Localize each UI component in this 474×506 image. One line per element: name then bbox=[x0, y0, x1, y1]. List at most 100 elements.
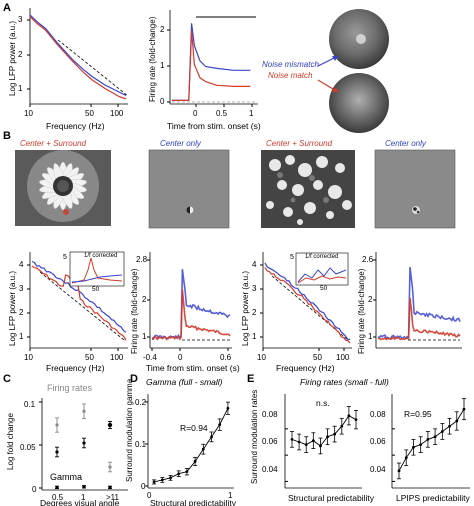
a-lfp-xtick: 100 bbox=[110, 109, 124, 118]
b-lfp1-xtick: 100 bbox=[110, 353, 124, 362]
d-point bbox=[152, 480, 156, 484]
a-lfp-ytick: 2 bbox=[18, 50, 23, 59]
a-fr-xtick: 0 bbox=[193, 109, 198, 118]
b-lfp2-ytick: 4 bbox=[252, 260, 257, 269]
b-inset1-label: 1/f corrected bbox=[84, 253, 118, 259]
d-point bbox=[160, 478, 164, 482]
e1-plot-point bbox=[290, 437, 294, 441]
b-fr1-ylabel: Firing rate (fold-change) bbox=[130, 268, 139, 354]
e1-plot bbox=[284, 394, 362, 489]
b-lfp2-ytick: 1 bbox=[252, 332, 257, 341]
e-title: Firing rates (small - full) bbox=[300, 377, 389, 387]
c-point bbox=[82, 441, 86, 445]
e1-plot-point bbox=[333, 432, 337, 436]
panel-letter-d: D bbox=[130, 373, 138, 385]
b-title-center-surround-2: Center + Surround bbox=[266, 139, 333, 148]
b-fr1-xtick: 0 bbox=[178, 353, 183, 362]
d-ytick: 0.1 bbox=[135, 440, 147, 449]
a-lfp-ytick: 1 bbox=[18, 84, 23, 93]
b-lfp2-ytick: 2 bbox=[252, 308, 257, 317]
a-stimulus-images bbox=[317, 9, 389, 133]
c-plot bbox=[39, 398, 128, 491]
d-plot bbox=[145, 394, 234, 489]
d-ytick: 0 bbox=[141, 482, 146, 491]
b-title-center-only-1: Center only bbox=[160, 139, 201, 148]
c-ytick: 0.05 bbox=[20, 443, 36, 452]
b-lfp1-ytick: 4 bbox=[19, 260, 24, 269]
a-fr-mismatch-line bbox=[172, 23, 251, 101]
b-lfp1-axes bbox=[27, 251, 128, 351]
e2-plot bbox=[391, 394, 470, 489]
b-fr1-ytick: 2.8 bbox=[136, 255, 148, 264]
panel-letter-b: B bbox=[3, 130, 11, 142]
a-fr-match-line bbox=[172, 30, 251, 101]
a-fr-axes bbox=[167, 10, 258, 107]
a-lfp-ytick: 3 bbox=[18, 15, 23, 24]
b-lfp2-xtick: 100 bbox=[336, 353, 350, 362]
b-fr2-ytick: 2.6 bbox=[362, 255, 374, 264]
e2-r-value: R=0.95 bbox=[404, 409, 432, 419]
d-ytick: 0.2 bbox=[135, 398, 147, 407]
c-point bbox=[55, 485, 59, 489]
e2-plot-point bbox=[448, 424, 451, 428]
a-fr-ylabel: Firing rate (fold-change) bbox=[148, 16, 157, 102]
e2-plot-point bbox=[426, 437, 430, 441]
d-xtick: 1 bbox=[228, 491, 233, 500]
b-inset2-ytick: 5 bbox=[290, 254, 294, 261]
b-lfp2-xtick: 10 bbox=[257, 353, 266, 362]
b-fr1-axes bbox=[147, 252, 232, 351]
a-fr-xtick: 0.5 bbox=[216, 109, 228, 118]
a-lfp-ylabel: Log LFP power (a.u.) bbox=[8, 20, 17, 96]
c-point bbox=[55, 423, 59, 427]
d-point bbox=[210, 435, 213, 439]
e2-ytick: 0.06 bbox=[370, 437, 386, 446]
c-xtick: 0.5 bbox=[52, 493, 64, 502]
c-point bbox=[82, 409, 86, 413]
e1-plot-point bbox=[304, 443, 308, 447]
d-point bbox=[226, 406, 230, 410]
a-fr-ytick: 0 bbox=[160, 97, 165, 106]
a-lfp-xlabel: Frequency (Hz) bbox=[46, 121, 105, 131]
e2-plot-point bbox=[433, 435, 437, 439]
e1-ytick: 0.08 bbox=[262, 410, 278, 419]
e1-plot-point bbox=[297, 440, 301, 444]
c-point bbox=[82, 485, 86, 489]
e1-ns: n.s. bbox=[316, 398, 330, 408]
b-lfp2-xlabel: Frequency (Hz) bbox=[276, 363, 335, 373]
panel-letter-c: C bbox=[3, 373, 11, 385]
b-lfp1-ylabel: Log LFP power (a.u.) bbox=[8, 270, 17, 346]
b-lfp1-ytick: 3 bbox=[19, 284, 24, 293]
b-stimulus-images bbox=[15, 149, 456, 229]
e2-plot-line bbox=[398, 408, 465, 472]
e1-plot-point bbox=[340, 424, 344, 428]
e1-ytick: 0.06 bbox=[262, 437, 278, 446]
b-inset2-xtick: 50 bbox=[320, 285, 328, 292]
b-lfp2-xtick: 50 bbox=[313, 353, 322, 362]
a-fr-ytick: 2 bbox=[160, 25, 165, 34]
b-fr2-ylabel: Firing rate (fold-change) bbox=[357, 268, 366, 354]
d-point bbox=[177, 472, 181, 476]
b-inset1-xtick: 50 bbox=[92, 286, 100, 293]
e1-plot-point bbox=[347, 414, 351, 418]
e2-plot-point bbox=[455, 419, 459, 423]
a-fr-ytick: 1 bbox=[160, 61, 165, 70]
d-point bbox=[193, 460, 197, 463]
e2-plot-point bbox=[404, 456, 408, 460]
legend-noise-match: Noise match bbox=[268, 71, 313, 80]
e2-plot-point bbox=[412, 445, 415, 449]
d-xtick: 0 bbox=[147, 491, 152, 500]
e2-plot-point bbox=[462, 407, 466, 411]
c-xtick: 1 bbox=[81, 493, 86, 502]
e1-plot-line bbox=[291, 415, 357, 447]
c-gamma-label: Gamma bbox=[50, 472, 83, 482]
e1-plot-point bbox=[354, 418, 358, 422]
d-xlabel: Structural predictability bbox=[150, 498, 236, 506]
c-point bbox=[107, 422, 113, 428]
c-point bbox=[55, 450, 59, 454]
panel-letter-a: A bbox=[3, 2, 11, 14]
d-point bbox=[218, 423, 222, 427]
e2-ytick: 0.04 bbox=[370, 465, 386, 474]
e2-plot-point bbox=[419, 443, 423, 447]
e2-plot-point bbox=[440, 430, 444, 433]
